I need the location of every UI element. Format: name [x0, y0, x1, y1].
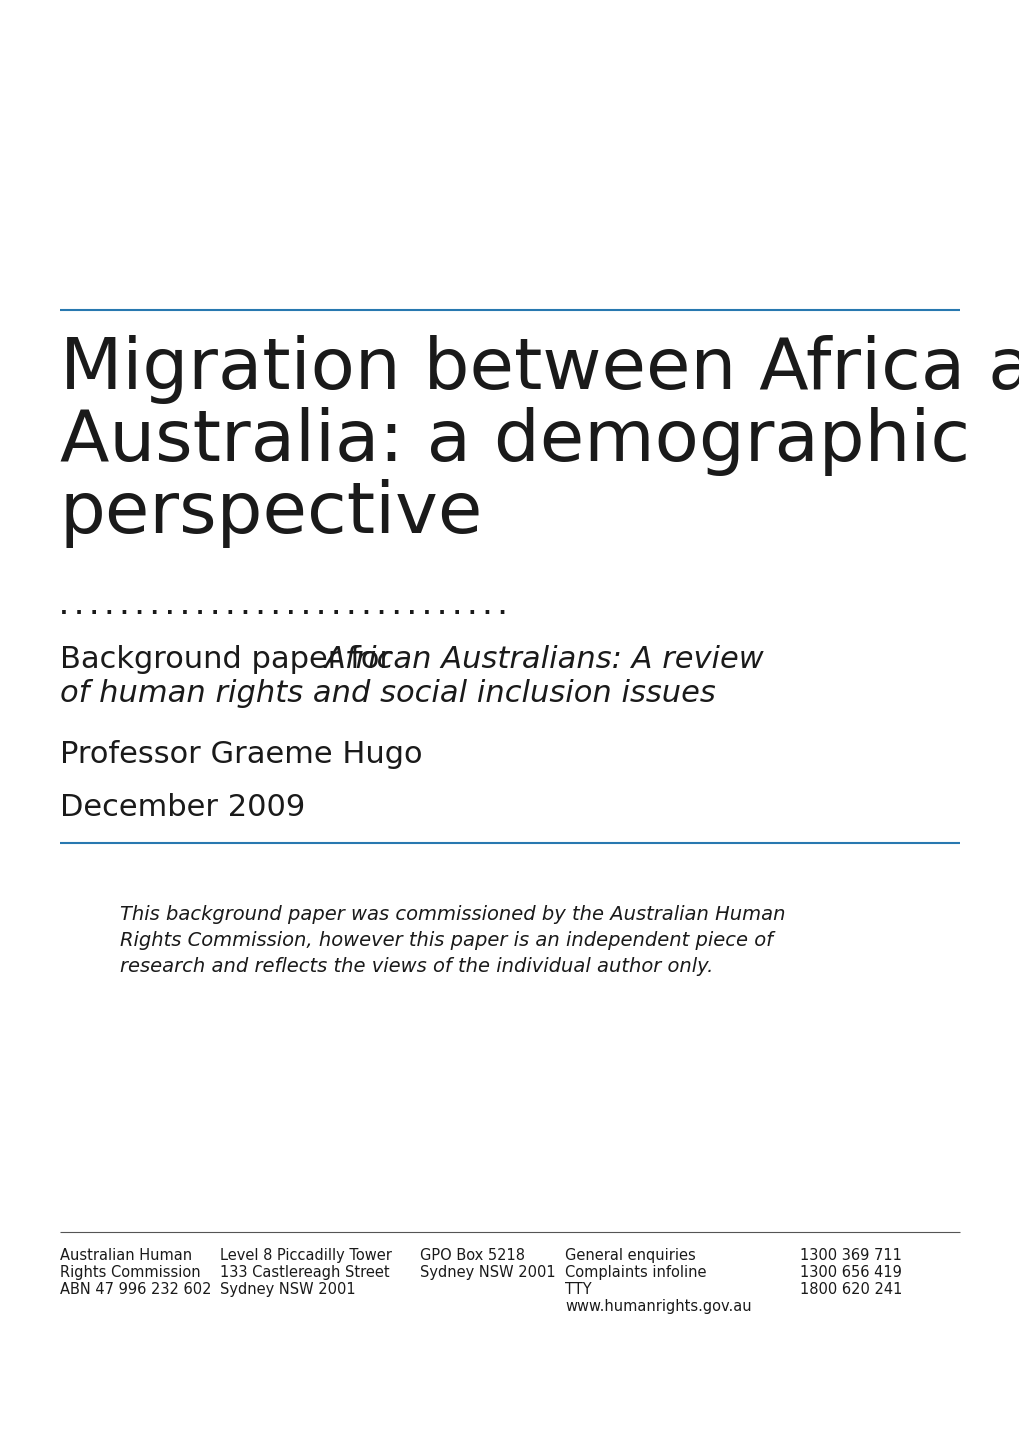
Text: Background paper for: Background paper for: [60, 645, 401, 673]
Text: GPO Box 5218: GPO Box 5218: [420, 1247, 525, 1263]
Text: Rights Commission, however this paper is an independent piece of: Rights Commission, however this paper is…: [120, 932, 772, 950]
Text: perspective: perspective: [60, 479, 483, 548]
Text: 1300 369 711: 1300 369 711: [799, 1247, 901, 1263]
Text: of human rights and social inclusion issues: of human rights and social inclusion iss…: [60, 679, 715, 708]
Text: Australia: a demographic: Australia: a demographic: [60, 407, 969, 476]
Text: research and reflects the views of the individual author only.: research and reflects the views of the i…: [120, 957, 712, 976]
Text: ABN 47 996 232 602: ABN 47 996 232 602: [60, 1282, 211, 1296]
Text: December 2009: December 2009: [60, 793, 305, 822]
Text: Sydney NSW 2001: Sydney NSW 2001: [420, 1265, 555, 1280]
Text: 133 Castlereagh Street: 133 Castlereagh Street: [220, 1265, 389, 1280]
Text: General enquiries: General enquiries: [565, 1247, 695, 1263]
Text: Complaints infoline: Complaints infoline: [565, 1265, 706, 1280]
Text: www.humanrights.gov.au: www.humanrights.gov.au: [565, 1299, 751, 1314]
Text: Rights Commission: Rights Commission: [60, 1265, 201, 1280]
Text: This background paper was commissioned by the Australian Human: This background paper was commissioned b…: [120, 906, 785, 924]
Text: Professor Graeme Hugo: Professor Graeme Hugo: [60, 740, 422, 769]
Text: 1300 656 419: 1300 656 419: [799, 1265, 901, 1280]
Text: African Australians: A review: African Australians: A review: [325, 645, 764, 673]
Text: Sydney NSW 2001: Sydney NSW 2001: [220, 1282, 356, 1296]
Text: Migration between Africa and: Migration between Africa and: [60, 335, 1019, 404]
Text: 1800 620 241: 1800 620 241: [799, 1282, 902, 1296]
Text: TTY: TTY: [565, 1282, 591, 1296]
Text: . . . . . . . . . . . . . . . . . . . . . . . . . . . . . .: . . . . . . . . . . . . . . . . . . . . …: [60, 598, 506, 619]
Text: Level 8 Piccadilly Tower: Level 8 Piccadilly Tower: [220, 1247, 391, 1263]
Text: Australian Human: Australian Human: [60, 1247, 192, 1263]
